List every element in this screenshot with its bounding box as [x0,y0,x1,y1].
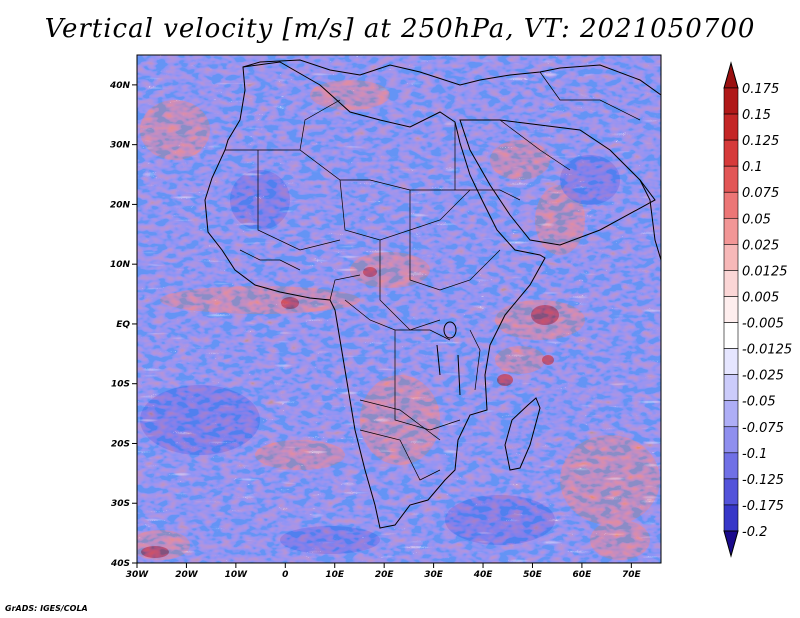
colorbar-label: -0.05 [742,395,776,410]
colorbar-box [723,504,739,532]
colorbar-box [723,478,739,506]
lon-tick-label: 70E [622,570,642,580]
lon-tick-label: 30E [424,570,444,580]
colorbar-label: 0.025 [742,238,779,253]
velocity-field [137,55,661,563]
lon-tick-label: 60E [573,570,593,580]
colorbar-box [723,165,739,193]
colorbar-top-cap [723,61,739,89]
lon-tick-label: 40E [473,570,494,580]
colorbar-label: -0.025 [742,369,784,384]
colorbar-label: -0.175 [742,499,784,514]
lat-tick-label: 20S [111,439,130,449]
lon-tick-label: 50E [523,570,543,580]
colorbar-box [723,452,739,480]
lat-tick-label: 30N [110,141,131,151]
lon-tick-label: 0 [282,570,288,580]
colorbar-label: -0.075 [742,421,784,436]
colorbar-label: 0.15 [742,108,771,123]
plot-frame [136,54,662,564]
colorbar-box [723,217,739,245]
colorbar-box [723,296,739,323]
colorbar-label: 0.125 [742,134,779,149]
longitude-axis: 30W 20W 10W 0 10E 20E 30E 40E 50E 60E 70E [126,563,642,580]
colorbar-label: 0.0125 [742,264,788,279]
lon-tick-label: 20E [375,570,395,580]
colorbar-label: 0.175 [742,82,779,97]
lon-tick-label: 20W [175,570,199,580]
lat-tick-label: 30S [111,499,130,509]
lakes [436,321,461,396]
colorbar-bottom-cap [723,530,739,558]
lat-tick-label: 20N [110,200,131,210]
lon-tick-label: 10W [225,570,249,580]
lon-tick-label: 10E [325,570,345,580]
lat-tick-label: 40S [110,559,130,569]
lat-tick-label: EQ [116,320,130,330]
colorbar-label: 0.075 [742,186,779,201]
madagascar-coastline [504,397,541,471]
colorbar-label: -0.125 [742,473,784,488]
lat-tick-label: 10S [111,380,130,390]
lat-tick-label: 10N [110,260,131,270]
colorbar-label: -0.1 [742,447,767,462]
india-coastline [639,179,661,261]
colorbar-box [723,400,739,428]
colorbar-box [723,139,739,167]
colorbar-box [723,87,739,115]
africa-coastline [204,61,546,529]
colorbar-box [723,426,739,454]
figure-title: Vertical velocity [m/s] at 250hPa, VT: 2… [44,14,756,44]
colorbar-box [723,322,739,349]
latitude-axis: 40N 30N 20N 10N EQ 10S 20S 30S 40S [109,81,137,569]
colorbar-label: 0.1 [742,160,763,175]
lon-tick-label: 30W [126,570,150,580]
colorbar-box [723,348,739,375]
colorbar-label: 0.005 [742,290,779,305]
lat-tick-label: 40N [109,81,131,91]
colorbar: 0.175 0.15 0.125 0.1 0.075 0.05 0.025 0.0125 0.0… [723,61,792,558]
grads-credit: GrADS: IGES/COLA [5,604,88,613]
colorbar-box [723,270,739,297]
colorbar-label: -0.005 [742,317,784,332]
colorbar-label: 0.05 [742,212,771,227]
colorbar-box [723,113,739,141]
colorbar-label: -0.2 [742,525,767,540]
europe-coastline [242,59,661,96]
colorbar-box [723,244,739,271]
colorbar-box [723,374,739,402]
colorbar-box [723,191,739,219]
colorbar-label: -0.0125 [742,343,792,358]
country-borders [225,71,641,481]
